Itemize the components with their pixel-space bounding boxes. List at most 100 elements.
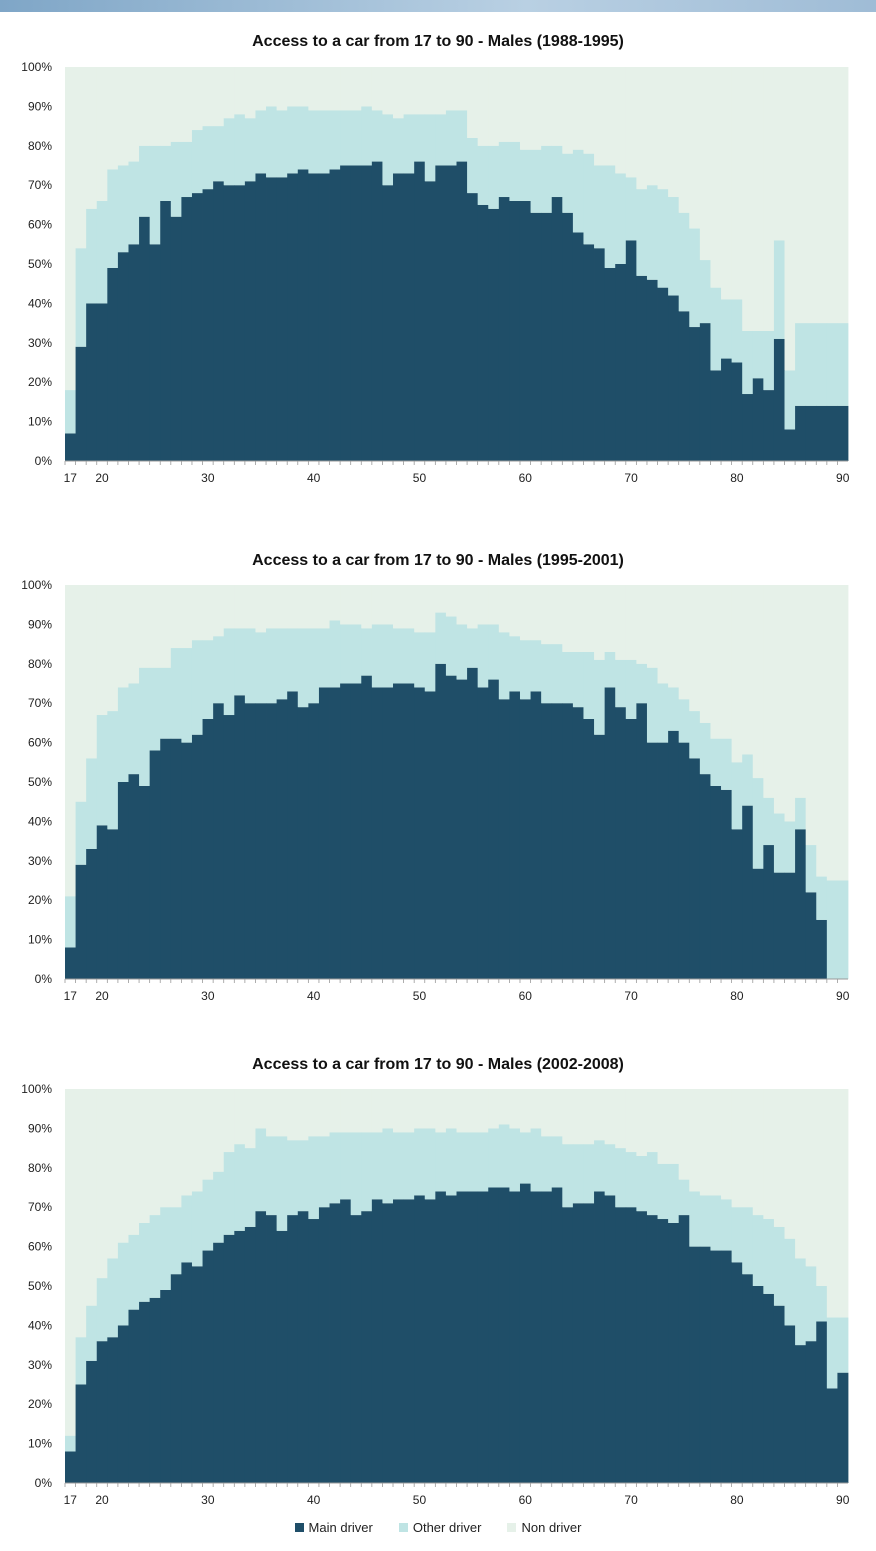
bar-non-driver-age-45 [361,1089,373,1133]
x-tick-label: 70 [624,989,638,1003]
bar-main-driver-age-75 [678,311,690,461]
x-tick-label: 20 [95,471,109,485]
bar-non-driver-age-29 [191,1089,203,1192]
y-tick-label: 70% [28,178,52,192]
bar-non-driver-age-89 [826,1089,838,1318]
y-tick-label: 90% [28,99,52,113]
bar-main-driver-age-43 [340,165,352,461]
bar-other-driver-age-65 [572,651,584,708]
bar-other-driver-age-24 [139,667,151,786]
bar-main-driver-age-72 [646,279,658,461]
legend-swatch-main-driver [294,1523,304,1532]
y-tick-label: 50% [28,775,52,789]
bar-other-driver-age-42 [329,110,341,170]
bar-other-driver-age-74 [668,1163,680,1223]
bar-other-driver-age-48 [393,118,404,174]
bar-other-driver-age-71 [636,1155,648,1212]
bar-non-driver-age-41 [318,67,330,111]
bar-main-driver-age-71 [636,1211,648,1483]
bar-main-driver-age-80 [731,1262,743,1483]
bar-non-driver-age-39 [297,1089,309,1141]
bar-non-driver-age-71 [636,585,648,664]
bar-main-driver-age-56 [477,687,489,979]
bar-non-driver-age-61 [530,67,542,150]
bar-main-driver-age-63 [551,197,563,461]
bar-non-driver-age-36 [266,1089,278,1137]
bar-non-driver-age-58 [498,67,510,142]
bar-non-driver-age-23 [128,585,140,684]
bar-non-driver-age-18 [75,585,87,802]
bar-other-driver-age-28 [181,648,193,743]
bar-other-driver-age-80 [731,762,743,830]
bar-other-driver-age-19 [86,758,98,849]
bar-other-driver-age-54 [456,624,468,680]
bar-main-driver-age-39 [297,169,309,461]
bar-other-driver-age-84 [773,1226,785,1306]
bar-non-driver-age-50 [414,1089,426,1129]
bar-other-driver-age-45 [361,106,373,166]
bar-main-driver-age-18 [75,1384,87,1483]
bar-other-driver-age-46 [371,1132,383,1200]
bar-other-driver-age-70 [625,659,637,719]
bar-other-driver-age-44 [350,1132,362,1216]
bar-non-driver-age-63 [551,67,563,146]
x-tick-label: 40 [307,1493,321,1507]
bar-non-driver-age-58 [498,1089,510,1125]
bar-main-driver-age-84 [773,872,785,979]
bar-non-driver-age-54 [456,585,468,625]
bar-other-driver-age-62 [541,644,553,704]
bar-other-driver-age-53 [445,616,457,676]
bar-non-driver-age-66 [583,1089,595,1145]
bar-non-driver-age-28 [181,585,193,649]
x-tick-label: 80 [730,471,744,485]
bar-main-driver-age-84 [773,1305,785,1483]
bar-non-driver-age-59 [509,585,521,637]
bar-other-driver-age-32 [223,118,235,186]
bar-other-driver-age-52 [435,114,447,166]
bar-other-driver-age-49 [403,628,415,684]
bar-main-driver-age-38 [287,1215,299,1483]
bar-non-driver-age-87 [805,67,817,324]
bar-main-driver-age-18 [75,346,87,461]
bar-main-driver-age-46 [371,687,383,979]
bar-main-driver-age-38 [287,691,299,979]
bar-other-driver-age-75 [678,1179,690,1216]
bar-main-driver-age-42 [329,1203,341,1483]
y-tick-label: 20% [28,375,52,389]
bar-other-driver-age-67 [594,1140,606,1192]
bar-main-driver-age-45 [361,1211,373,1483]
bar-main-driver-age-27 [170,738,182,979]
bar-main-driver-age-19 [86,848,98,979]
bar-main-driver-age-24 [139,785,151,979]
bar-other-driver-age-73 [657,189,669,288]
bar-non-driver-age-37 [276,585,288,629]
bar-main-driver-age-18 [75,864,87,979]
bar-other-driver-age-17 [65,1435,76,1452]
x-tick-label: 17 [64,471,78,485]
bar-main-driver-age-29 [191,1266,203,1483]
bar-other-driver-age-88 [816,1286,828,1322]
bar-non-driver-age-89 [826,585,838,881]
bar-non-driver-age-70 [625,1089,637,1153]
bar-non-driver-age-64 [562,585,574,652]
bar-main-driver-age-63 [551,703,563,979]
x-tick-label: 90 [836,989,850,1003]
bar-other-driver-age-28 [181,1195,193,1263]
bar-non-driver-age-85 [784,1089,796,1239]
bar-non-driver-age-52 [435,585,447,613]
x-tick-label: 40 [307,989,321,1003]
bar-other-driver-age-65 [572,1144,584,1204]
bar-other-driver-age-82 [752,778,764,869]
bar-non-driver-age-59 [509,67,521,142]
x-tick-label: 60 [519,471,533,485]
bar-main-driver-age-57 [488,208,500,461]
bar-non-driver-age-81 [742,1089,754,1208]
y-tick-label: 10% [28,933,52,947]
bar-non-driver-age-24 [139,585,151,668]
bar-other-driver-age-55 [467,628,479,668]
bar-other-driver-age-80 [731,1207,743,1263]
bar-main-driver-age-73 [657,287,669,461]
bar-other-driver-age-46 [371,110,383,162]
bar-main-driver-age-50 [414,1195,426,1483]
bar-main-driver-age-63 [551,1187,563,1483]
